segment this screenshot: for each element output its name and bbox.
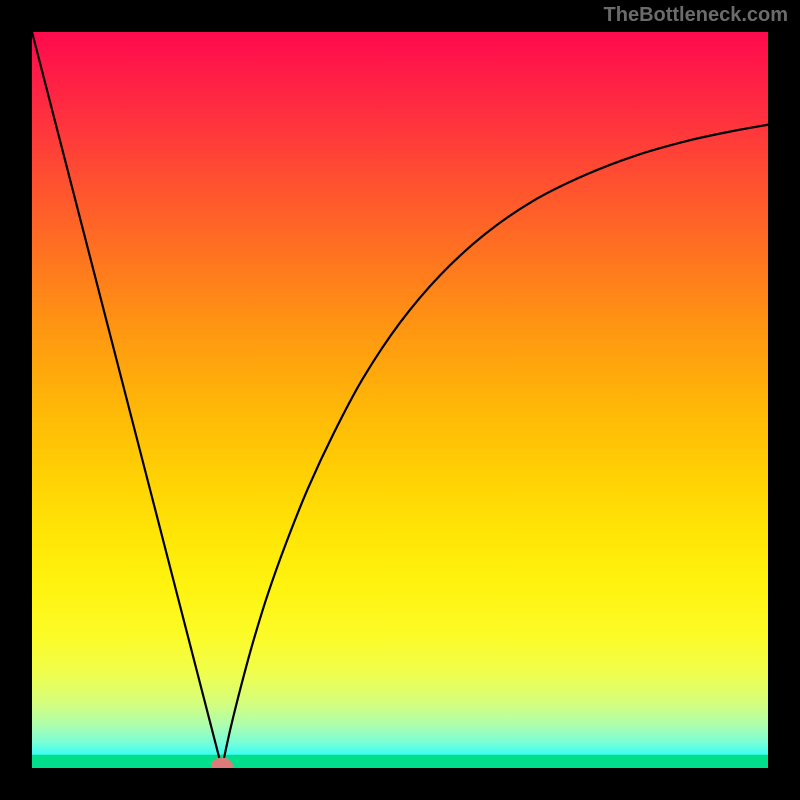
- chart-container: TheBottleneck.com: [0, 0, 800, 800]
- plot-area: [32, 32, 768, 768]
- gradient-background: [32, 32, 768, 768]
- watermark-text: TheBottleneck.com: [604, 4, 788, 27]
- chart-svg: [32, 32, 768, 768]
- green-band: [32, 755, 768, 768]
